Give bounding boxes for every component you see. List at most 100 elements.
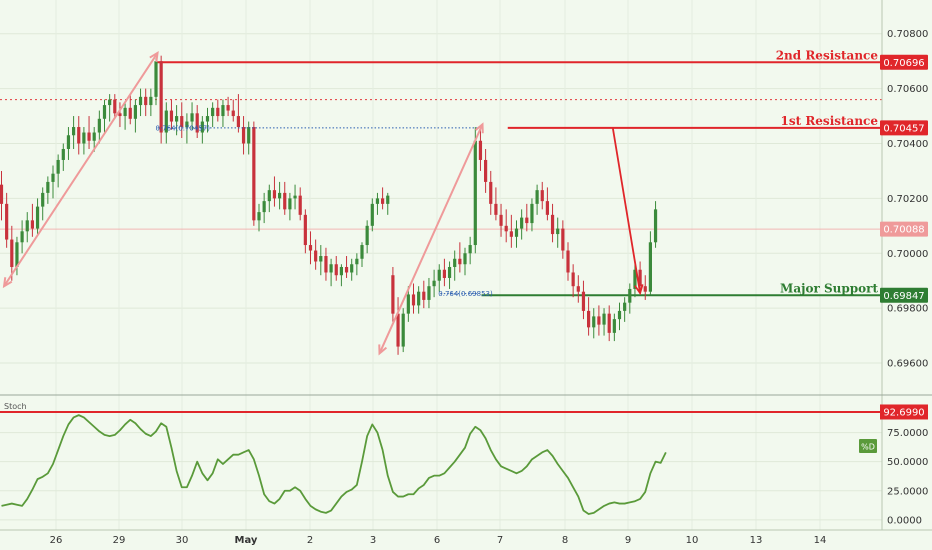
candle[interactable] — [308, 231, 313, 265]
candle[interactable] — [458, 242, 462, 273]
candle[interactable] — [623, 297, 627, 322]
candle[interactable] — [190, 102, 194, 130]
candle[interactable] — [422, 280, 426, 309]
candle[interactable] — [396, 297, 400, 355]
candle[interactable] — [5, 192, 9, 248]
trend-arrow-0[interactable] — [2, 51, 159, 289]
candle[interactable] — [108, 94, 112, 122]
candle[interactable] — [10, 225, 14, 281]
candle[interactable] — [411, 283, 416, 314]
candle[interactable] — [216, 99, 220, 122]
candle[interactable] — [30, 203, 34, 237]
candle[interactable] — [550, 203, 555, 243]
candle[interactable] — [592, 308, 596, 339]
candle[interactable] — [82, 127, 86, 155]
candle[interactable] — [612, 313, 616, 342]
candle[interactable] — [566, 242, 570, 281]
candle[interactable] — [185, 113, 189, 144]
candle[interactable] — [20, 220, 24, 254]
candle[interactable] — [386, 192, 390, 215]
candle[interactable] — [499, 203, 503, 237]
candle[interactable] — [231, 99, 235, 122]
candle[interactable] — [355, 253, 359, 276]
candle[interactable] — [118, 102, 122, 128]
candle[interactable] — [530, 198, 534, 232]
candle[interactable] — [540, 181, 544, 210]
candle[interactable] — [360, 242, 364, 267]
candle[interactable] — [267, 184, 271, 213]
candle[interactable] — [195, 105, 199, 139]
candle[interactable] — [587, 297, 591, 336]
stoch-axis[interactable]: 75.0000 50.0000 25.0000 0.0000 — [887, 428, 928, 526]
candle[interactable] — [344, 256, 349, 278]
candle[interactable] — [453, 250, 457, 281]
candle[interactable] — [144, 88, 148, 117]
projection-arrow[interactable] — [611, 127, 644, 296]
candle[interactable] — [211, 102, 215, 128]
candle[interactable] — [509, 214, 513, 248]
candle[interactable] — [638, 261, 642, 292]
candle[interactable] — [478, 129, 483, 171]
candle[interactable] — [72, 116, 76, 149]
candle[interactable] — [648, 231, 652, 295]
candle[interactable] — [128, 94, 132, 125]
candle[interactable] — [41, 187, 45, 221]
candle[interactable] — [102, 99, 107, 133]
candle[interactable] — [262, 192, 266, 224]
candle[interactable] — [0, 170, 4, 221]
candle[interactable] — [298, 187, 302, 221]
candle[interactable] — [221, 99, 225, 128]
candle[interactable] — [180, 102, 184, 139]
candle[interactable] — [365, 220, 369, 254]
candle[interactable] — [468, 236, 472, 265]
candle[interactable] — [272, 176, 277, 207]
candle[interactable] — [154, 58, 158, 106]
candle[interactable] — [494, 187, 498, 221]
candle[interactable] — [226, 96, 230, 117]
candle[interactable] — [417, 286, 421, 314]
candle[interactable] — [56, 154, 60, 188]
candle[interactable] — [25, 212, 29, 243]
candle[interactable] — [597, 305, 601, 336]
candle[interactable] — [324, 247, 328, 281]
candle[interactable] — [252, 121, 256, 226]
candle[interactable] — [339, 264, 343, 287]
candle[interactable] — [375, 192, 380, 215]
candle[interactable] — [205, 107, 210, 133]
candle[interactable] — [329, 258, 333, 287]
candle[interactable] — [123, 102, 127, 130]
candle[interactable] — [247, 121, 251, 155]
candle[interactable] — [61, 143, 65, 171]
candle[interactable] — [35, 198, 40, 235]
candle[interactable] — [138, 88, 143, 117]
candle[interactable] — [561, 220, 565, 259]
candle[interactable] — [97, 110, 101, 144]
candle[interactable] — [489, 170, 493, 215]
candle[interactable] — [175, 105, 179, 136]
candle[interactable] — [427, 277, 431, 309]
candle[interactable] — [406, 286, 410, 322]
candle[interactable] — [581, 280, 586, 320]
candle[interactable] — [520, 209, 524, 240]
candle[interactable] — [463, 247, 467, 276]
candle[interactable] — [66, 127, 71, 160]
candle[interactable] — [149, 88, 153, 117]
candle[interactable] — [133, 99, 137, 133]
candle[interactable] — [278, 181, 282, 210]
candle[interactable] — [535, 184, 539, 215]
candle[interactable] — [545, 187, 549, 221]
candle[interactable] — [602, 308, 606, 336]
candle[interactable] — [288, 192, 292, 221]
candle[interactable] — [51, 165, 55, 199]
candle[interactable] — [576, 275, 580, 303]
candle[interactable] — [643, 275, 647, 300]
candle[interactable] — [370, 198, 374, 232]
candle[interactable] — [169, 99, 174, 130]
candle[interactable] — [607, 305, 611, 342]
candle[interactable] — [484, 148, 488, 193]
candle[interactable] — [571, 264, 575, 298]
candle[interactable] — [236, 94, 240, 133]
time-axis[interactable]: 26 29 30 May 2 3 6 7 8 9 10 13 14 — [50, 535, 827, 546]
candle[interactable] — [653, 201, 658, 248]
candle[interactable] — [391, 266, 395, 322]
